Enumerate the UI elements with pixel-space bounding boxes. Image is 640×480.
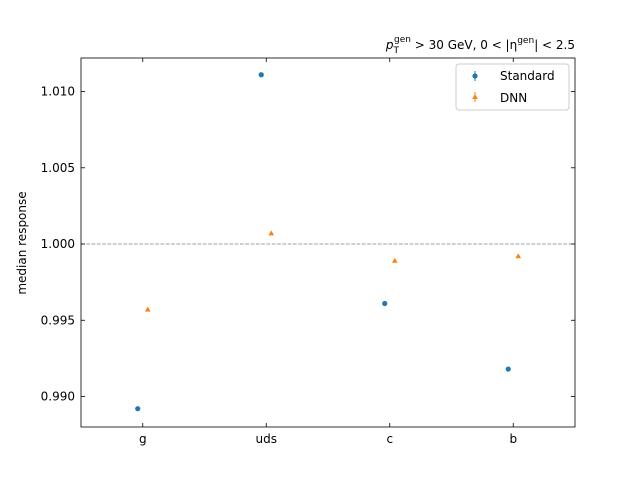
data-point-dnn-g	[144, 306, 151, 312]
y-tick-label: 0.990	[41, 390, 75, 404]
y-axis-title: median response	[15, 191, 29, 294]
data-point-standard-uds	[258, 72, 264, 78]
x-tick-label: b	[509, 432, 517, 446]
legend-label-dnn: DNN	[500, 91, 527, 105]
data-point-dnn-b	[515, 253, 522, 259]
data-point-dnn-c	[391, 257, 398, 263]
data-point-standard-c	[382, 300, 388, 307]
y-tick-label: 1.010	[41, 85, 75, 99]
data-point-dnn-uds	[268, 230, 275, 236]
axes-frame	[80, 57, 576, 428]
legend: Standard DNN	[455, 63, 570, 111]
x-tick-label: g	[139, 432, 147, 446]
y-tick-label: 1.000	[41, 237, 75, 251]
data-point-standard-g	[135, 406, 141, 412]
data-point-standard-b	[505, 366, 511, 372]
legend-entry-standard: Standard	[472, 69, 555, 83]
legend-marker-dnn	[472, 94, 478, 99]
plot-area	[80, 57, 576, 428]
legend-box	[455, 63, 570, 111]
y-tick-label: 0.995	[41, 313, 75, 327]
x-tick-label: uds	[256, 432, 277, 446]
legend-marker-standard	[472, 73, 478, 79]
legend-label-standard: Standard	[500, 69, 555, 83]
x-tick-label: c	[386, 432, 393, 446]
legend-entry-dnn: DNN	[472, 91, 527, 105]
chart-title: pTgen > 30 GeV, 0 < |ηgen| < 2.5	[385, 35, 575, 56]
y-tick-label: 1.005	[41, 161, 75, 175]
